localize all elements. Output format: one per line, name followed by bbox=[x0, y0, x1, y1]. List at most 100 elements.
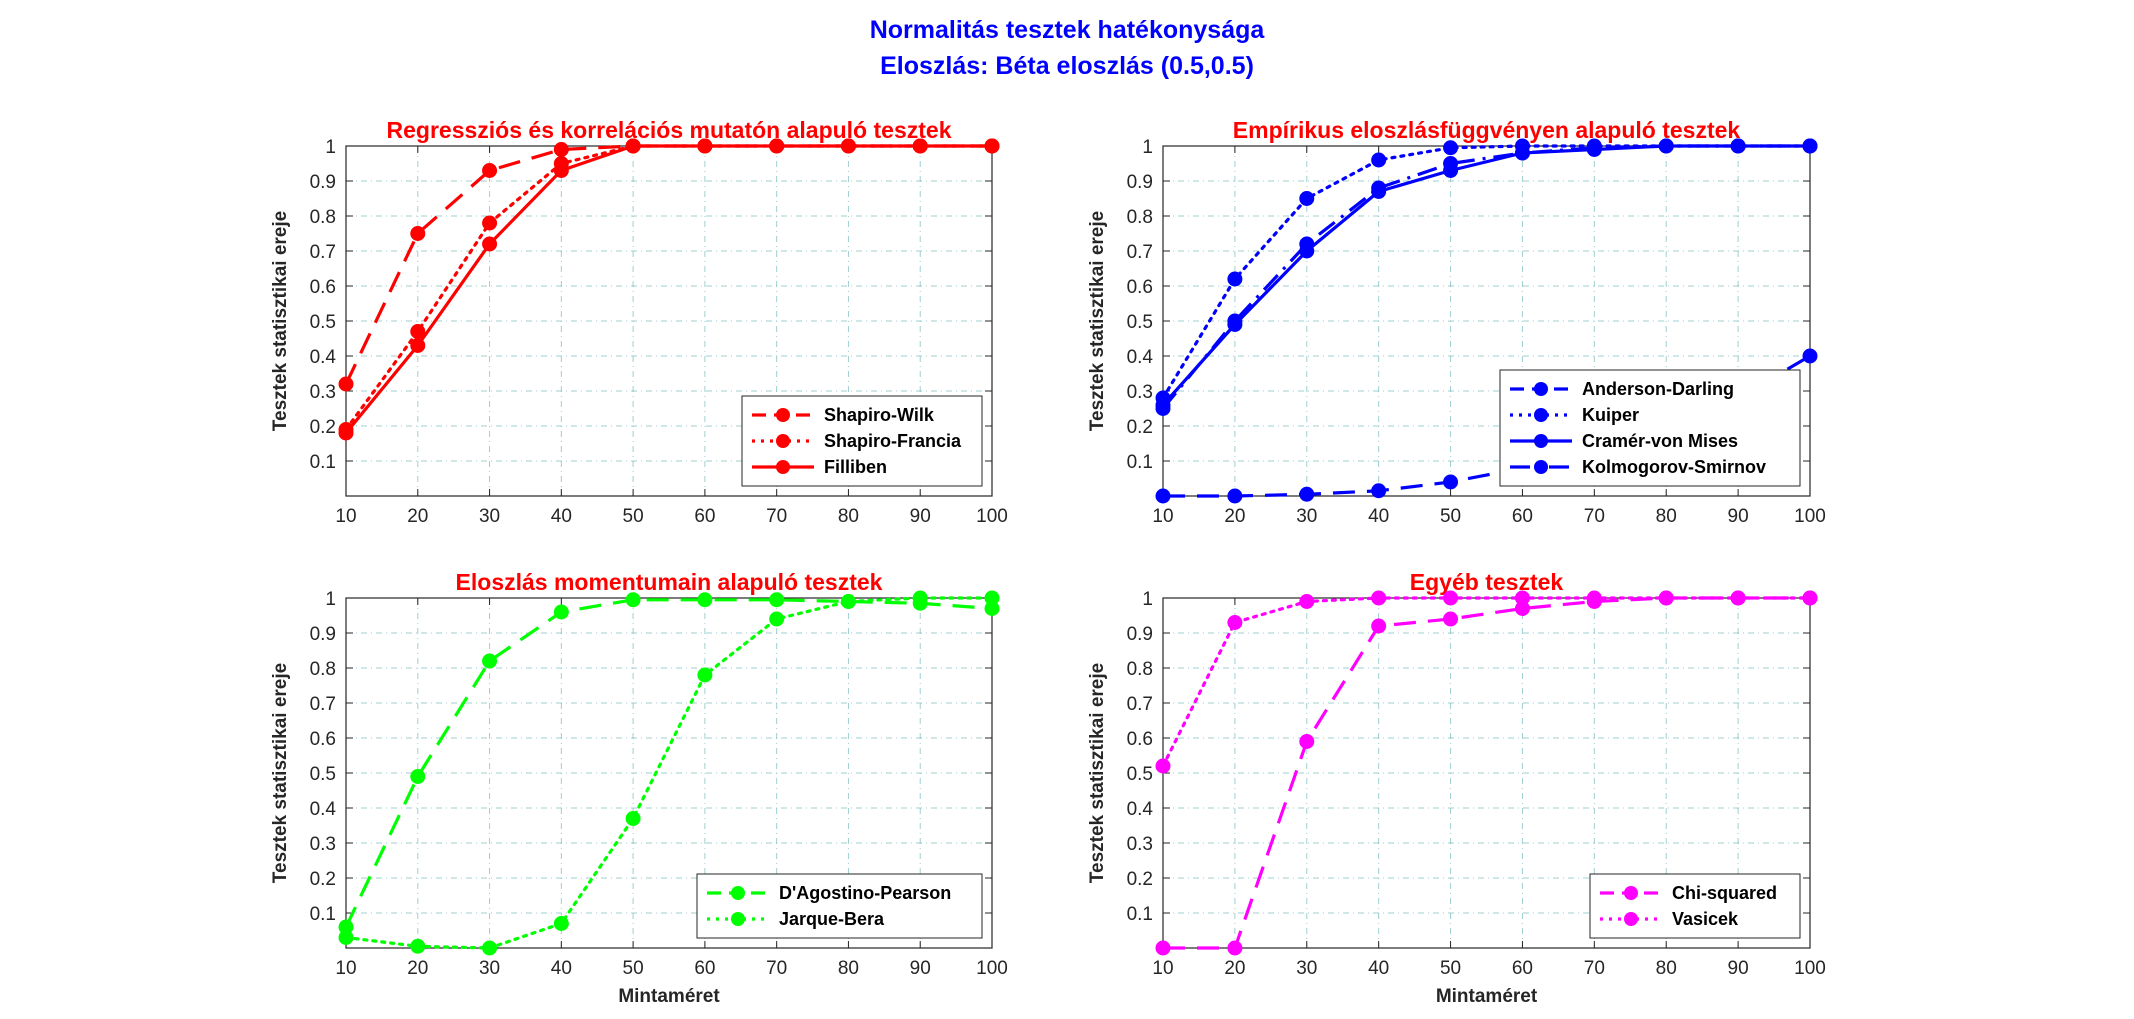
data-point bbox=[1443, 140, 1459, 156]
data-point bbox=[1802, 590, 1818, 606]
panel-title: Eloszlás momentumain alapuló tesztek bbox=[456, 569, 883, 595]
y-tick-label: 0.7 bbox=[1127, 694, 1153, 715]
data-point bbox=[1299, 191, 1315, 206]
y-tick-label: 0.3 bbox=[1127, 834, 1153, 855]
data-point bbox=[410, 338, 426, 353]
data-point bbox=[1155, 940, 1171, 956]
data-point bbox=[553, 163, 569, 178]
data-point bbox=[697, 592, 713, 608]
data-point bbox=[1371, 618, 1387, 634]
data-point bbox=[410, 769, 426, 784]
x-tick-label: 60 bbox=[694, 958, 715, 979]
data-point bbox=[840, 594, 856, 609]
x-tick-label: 40 bbox=[551, 506, 572, 527]
y-tick-label: 0.9 bbox=[1127, 624, 1153, 645]
x-tick-label: 30 bbox=[1296, 506, 1317, 527]
panel-regression-tests: 10 20 30 40 50 60 70 80 90 100 0.1 0.2 0.3 0.4 0.5 0.6 0… bbox=[270, 117, 1008, 527]
y-tick-label: 0.6 bbox=[1127, 277, 1153, 298]
legend-marker bbox=[731, 912, 745, 926]
y-tick-label: 0.8 bbox=[310, 207, 336, 228]
x-tick-label: 60 bbox=[1512, 958, 1533, 979]
data-point bbox=[1155, 488, 1171, 504]
x-tick-label: 80 bbox=[1656, 506, 1677, 527]
x-tick-label: 50 bbox=[623, 958, 644, 979]
data-point bbox=[1730, 590, 1746, 606]
y-tick-label: 0.3 bbox=[310, 834, 336, 855]
x-tick-label: 100 bbox=[976, 958, 1008, 979]
x-axis-label: Mintaméret bbox=[1436, 986, 1538, 1007]
data-point bbox=[1227, 488, 1243, 504]
data-point bbox=[1371, 590, 1387, 606]
y-tick-label: 0.6 bbox=[310, 277, 336, 298]
y-tick-label: 0.3 bbox=[1127, 382, 1153, 403]
data-point bbox=[482, 653, 498, 669]
y-tick-label: 1 bbox=[325, 589, 336, 610]
y-tick-label: 0.7 bbox=[1127, 242, 1153, 263]
y-tick-label: 0.5 bbox=[310, 312, 336, 333]
x-tick-label: 90 bbox=[910, 506, 931, 527]
data-point bbox=[1371, 180, 1387, 196]
data-point bbox=[482, 940, 498, 956]
data-point bbox=[1802, 348, 1818, 364]
y-tick-label: 0.2 bbox=[1127, 869, 1153, 890]
legend-label: Cramér-von Mises bbox=[1582, 431, 1738, 451]
y-axis-label: Tesztek statisztikai ereje bbox=[1087, 211, 1108, 431]
x-tick-label: 30 bbox=[479, 506, 500, 527]
data-point bbox=[697, 138, 713, 154]
data-point bbox=[553, 142, 569, 157]
data-point bbox=[1443, 474, 1459, 490]
data-point bbox=[840, 138, 856, 154]
x-tick-label: 70 bbox=[1584, 958, 1605, 979]
y-axis-label: Tesztek statisztikai ereje bbox=[270, 663, 291, 883]
x-tick-label: 20 bbox=[407, 506, 428, 527]
x-tick-label: 100 bbox=[1794, 958, 1826, 979]
x-tick-label: 10 bbox=[335, 958, 356, 979]
data-point bbox=[769, 592, 785, 608]
legend: Anderson-Darling Kuiper Cramér-von Mises Ko… bbox=[1499, 369, 1801, 487]
x-tick-label: 80 bbox=[838, 506, 859, 527]
data-point bbox=[1227, 940, 1243, 956]
y-tick-label: 0.1 bbox=[310, 452, 336, 473]
legend-label: Chi-squared bbox=[1672, 883, 1777, 903]
x-tick-label: 40 bbox=[1368, 506, 1389, 527]
y-tick-label: 0.4 bbox=[310, 347, 337, 368]
data-point bbox=[482, 236, 498, 252]
legend-marker bbox=[731, 886, 745, 900]
x-tick-label: 40 bbox=[1368, 958, 1389, 979]
x-tick-label: 70 bbox=[766, 958, 787, 979]
panel-title: Empírikus eloszlásfüggvényen alapuló tes… bbox=[1233, 117, 1741, 143]
x-tick-label: 70 bbox=[766, 506, 787, 527]
x-tick-label: 90 bbox=[910, 958, 931, 979]
panel-other-tests: 10 20 30 40 50 60 70 80 90 100 0.1 0.2 0.3 0.4 0.5 0.6 0… bbox=[1087, 569, 1826, 1007]
panel-title: Regressziós és korrelációs mutatón alapu… bbox=[387, 117, 952, 143]
x-tick-label: 20 bbox=[407, 958, 428, 979]
y-tick-label: 0.5 bbox=[1127, 312, 1153, 333]
panel-moment-tests: 10 20 30 40 50 60 70 80 90 100 0.1 0.2 0.3 0.4 0.5 0.6 0… bbox=[270, 569, 1008, 1007]
legend-label: Shapiro-Wilk bbox=[824, 405, 935, 425]
data-point bbox=[984, 138, 1000, 154]
data-point bbox=[553, 604, 569, 620]
y-tick-label: 0.1 bbox=[310, 904, 336, 925]
y-axis-label: Tesztek statisztikai ereje bbox=[1087, 663, 1108, 883]
x-tick-label: 90 bbox=[1728, 958, 1749, 979]
y-tick-label: 0.2 bbox=[310, 417, 336, 438]
data-point bbox=[1514, 145, 1530, 161]
y-tick-label: 0.4 bbox=[1127, 799, 1154, 820]
data-point bbox=[338, 425, 354, 441]
legend-marker bbox=[776, 434, 790, 448]
y-tick-label: 0.9 bbox=[1127, 172, 1153, 193]
legend-label: Shapiro-Francia bbox=[824, 431, 962, 451]
legend: Shapiro-Wilk Shapiro-Francia Filliben bbox=[741, 395, 983, 487]
y-tick-label: 1 bbox=[325, 137, 336, 158]
x-tick-label: 20 bbox=[1224, 958, 1245, 979]
y-tick-label: 1 bbox=[1142, 589, 1153, 610]
y-tick-label: 0.2 bbox=[1127, 417, 1153, 438]
series-line-filliben bbox=[344, 144, 992, 435]
legend-marker bbox=[1534, 434, 1548, 448]
data-point bbox=[1802, 138, 1818, 154]
x-tick-label: 10 bbox=[335, 506, 356, 527]
data-point bbox=[1155, 758, 1171, 774]
data-point bbox=[553, 916, 569, 931]
data-point bbox=[625, 811, 641, 826]
